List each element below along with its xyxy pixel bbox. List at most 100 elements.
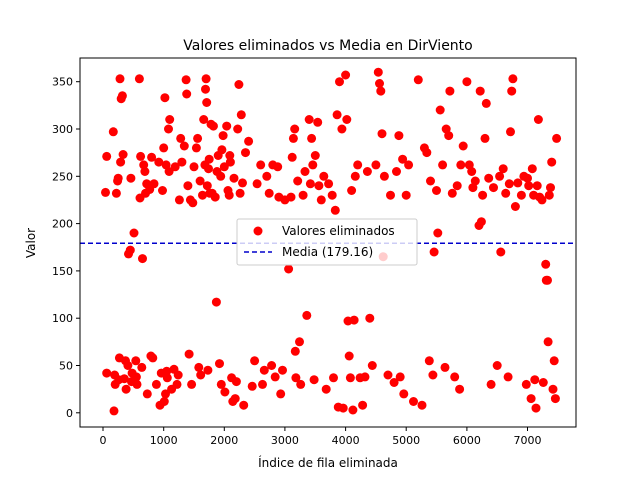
data-point xyxy=(524,181,534,191)
data-point xyxy=(216,379,226,389)
data-point xyxy=(230,394,240,404)
y-tick-label: 200 xyxy=(52,218,73,231)
data-point xyxy=(375,79,384,88)
data-point xyxy=(161,389,170,399)
data-point xyxy=(204,164,213,174)
data-point xyxy=(394,131,404,141)
data-point xyxy=(447,188,457,198)
data-point xyxy=(234,80,244,89)
data-point xyxy=(521,379,531,389)
data-point xyxy=(302,310,312,320)
data-point xyxy=(399,389,409,399)
data-point xyxy=(179,141,189,151)
data-point xyxy=(132,379,142,389)
data-point xyxy=(383,370,393,380)
data-point xyxy=(138,254,147,264)
data-point xyxy=(202,98,212,107)
chart-title: Valores eliminados vs Media en DirViento xyxy=(183,38,473,54)
data-point xyxy=(262,171,272,181)
data-point xyxy=(444,131,454,141)
data-point xyxy=(319,171,329,181)
data-point xyxy=(458,141,468,151)
data-point xyxy=(475,86,485,96)
data-point xyxy=(273,162,283,172)
data-point xyxy=(288,133,298,143)
data-point xyxy=(241,148,250,158)
y-tick-label: 50 xyxy=(59,360,73,373)
data-point xyxy=(376,86,386,96)
data-point xyxy=(159,143,169,153)
data-point xyxy=(495,171,505,181)
data-point xyxy=(347,186,357,195)
data-point xyxy=(183,181,193,191)
data-point xyxy=(546,183,555,193)
x-tick-label: 4000 xyxy=(332,434,360,447)
data-point xyxy=(501,188,511,198)
data-point xyxy=(496,247,506,257)
data-point xyxy=(526,394,536,404)
data-point xyxy=(432,186,441,195)
data-point xyxy=(211,297,221,307)
data-point xyxy=(304,115,314,124)
data-point xyxy=(508,74,518,84)
data-point xyxy=(506,127,515,137)
data-point xyxy=(360,372,370,382)
data-point xyxy=(504,179,514,189)
data-point xyxy=(284,264,294,274)
data-point xyxy=(350,171,360,181)
data-point xyxy=(158,186,167,195)
data-point xyxy=(527,164,537,174)
data-point xyxy=(195,176,205,186)
y-tick-label: 300 xyxy=(52,123,73,136)
data-point xyxy=(409,397,418,406)
data-point xyxy=(136,151,146,161)
data-point xyxy=(229,173,239,183)
data-point xyxy=(177,157,187,167)
data-point xyxy=(530,375,540,385)
data-point xyxy=(119,374,129,384)
data-point xyxy=(220,387,230,397)
data-point xyxy=(478,190,488,200)
data-point xyxy=(548,384,558,394)
data-point xyxy=(398,154,408,164)
data-point xyxy=(102,368,112,378)
data-point xyxy=(174,195,184,205)
data-point xyxy=(160,93,170,103)
data-point xyxy=(225,157,235,167)
data-point xyxy=(377,129,387,139)
data-point xyxy=(550,394,560,404)
data-point xyxy=(201,84,210,94)
data-point xyxy=(159,397,169,406)
data-point xyxy=(162,366,172,376)
data-point xyxy=(165,115,175,124)
data-point xyxy=(208,121,218,131)
data-point xyxy=(510,202,520,211)
data-point xyxy=(401,190,411,200)
data-point xyxy=(321,384,331,394)
data-point xyxy=(486,379,496,389)
data-point xyxy=(307,133,317,143)
data-point xyxy=(151,379,161,389)
data-point xyxy=(435,105,445,115)
data-point xyxy=(552,133,562,143)
data-point xyxy=(428,370,438,380)
data-point xyxy=(276,389,286,399)
data-point xyxy=(252,179,262,189)
data-point xyxy=(216,171,226,181)
data-point xyxy=(296,379,306,389)
data-point xyxy=(218,131,228,141)
data-point xyxy=(395,372,405,382)
data-point xyxy=(335,77,344,87)
data-point xyxy=(108,127,118,137)
data-point xyxy=(549,356,559,366)
data-point xyxy=(314,181,324,191)
legend: Valores eliminados Media (179.16) xyxy=(236,218,418,266)
data-point xyxy=(118,150,128,159)
data-point xyxy=(217,145,227,155)
data-point xyxy=(147,152,157,162)
data-point xyxy=(235,188,245,198)
data-point xyxy=(117,91,127,101)
data-point xyxy=(181,75,191,85)
data-point xyxy=(250,356,260,366)
data-point xyxy=(140,167,150,176)
